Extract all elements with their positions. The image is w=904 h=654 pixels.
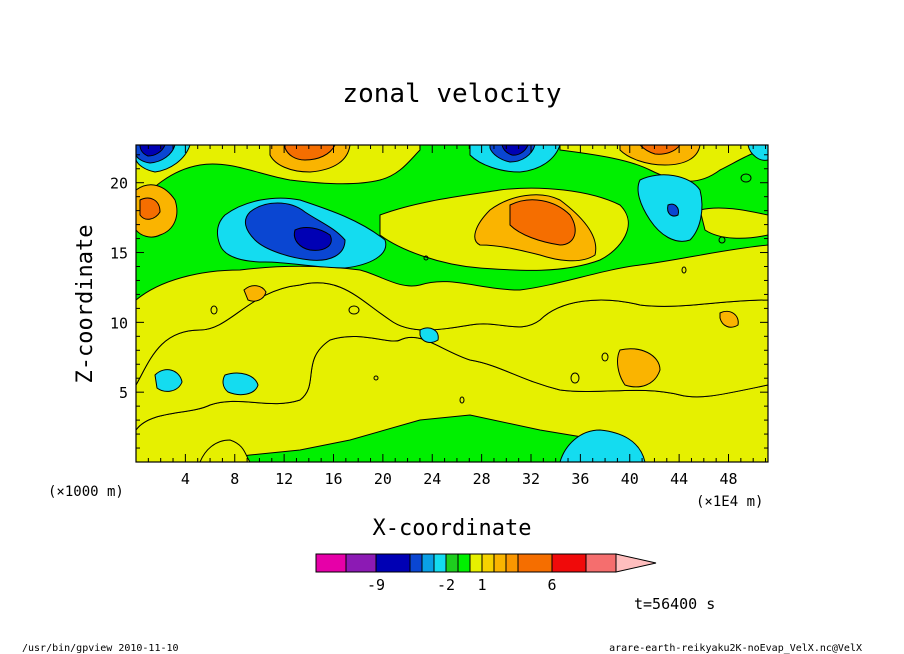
colorbar-segment [493,553,507,573]
y-tick-label: 5 [119,384,128,402]
x-tick-label: 32 [522,470,540,488]
colorbar-segment [551,553,587,573]
colorbar-segment [517,553,553,573]
contour-field [136,145,768,462]
colorbar-segment [345,553,377,573]
colorbar-segment [469,553,483,573]
x-tick-label: 24 [423,470,441,488]
colorbar-segment [457,553,471,573]
colorbar-segment [375,553,411,573]
y-tick-label: 20 [110,175,128,193]
colorbar-segment [409,553,423,573]
footer-left: /usr/bin/gpview 2010-11-10 [22,643,179,654]
colorbar-segment [481,553,495,573]
x-axis-title: X-coordinate [373,516,532,541]
colorbar: -9 -2 1 6 [315,553,657,594]
x-tick-label: 48 [719,470,737,488]
time-label: t=56400 s [634,595,715,613]
x-tick-label: 36 [571,470,589,488]
x-tick-label: 8 [230,470,239,488]
x-unit-label: (×1000 m) [48,484,124,500]
colorbar-tick-label: -9 [367,576,385,594]
y-axis-title: Z-coordinate [73,225,98,384]
x-tick-label: 20 [374,470,392,488]
colorbar-segment [421,553,435,573]
x-tick-label: 16 [324,470,342,488]
x-tick-label: 28 [473,470,491,488]
colorbar-tick-label: -2 [437,576,455,594]
colorbar-segment [585,553,617,573]
colorbar-segment [445,553,459,573]
x-scale-label: (×1E4 m) [696,494,763,510]
colorbar-tick-label: 6 [547,576,556,594]
colorbar-segment [505,553,519,573]
x-tick-label: 12 [275,470,293,488]
x-tick-label: 4 [181,470,190,488]
colorbar-segment [433,553,447,573]
x-tick-label: 40 [621,470,639,488]
colorbar-extension-arrow [615,553,657,573]
chart-title: zonal velocity [342,79,561,109]
navy-regions [139,145,529,251]
y-tick-label: 10 [110,314,128,332]
contour-specks [210,173,752,404]
y-tick-label: 15 [110,245,128,263]
dark-orange-regions [139,145,681,246]
colorbar-segment [315,553,347,573]
x-tick-label: 44 [670,470,688,488]
footer-right: arare-earth-reikyaku2K-noEvap_VelX.nc@Ve… [609,643,862,654]
plot-frame [135,144,769,463]
colorbar-tick-label: 1 [477,576,486,594]
